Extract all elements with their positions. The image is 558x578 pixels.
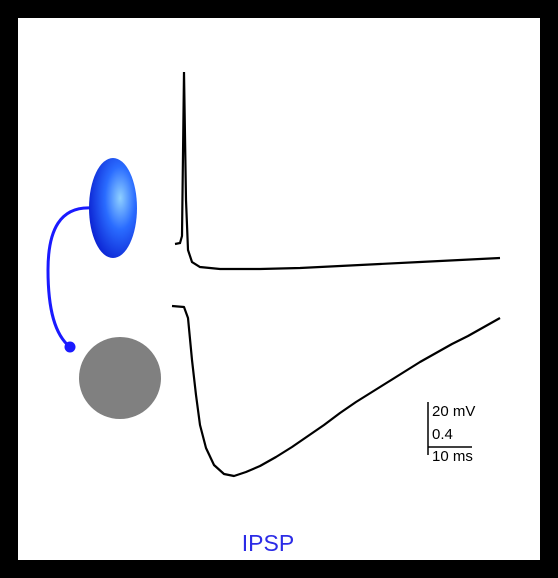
postsynaptic-trace	[171, 304, 501, 478]
scale-voltage: 20 mV	[432, 403, 475, 420]
caption: IPSP	[242, 530, 294, 556]
canvas	[18, 18, 540, 560]
postsynaptic-neuron	[79, 337, 161, 419]
synapse	[64, 341, 76, 353]
presynaptic-neuron	[89, 158, 137, 258]
scale-time: 10 ms	[432, 448, 473, 465]
scale-ratio: 0.4	[432, 426, 453, 443]
axon	[46, 206, 93, 349]
presynaptic-trace	[174, 71, 501, 271]
